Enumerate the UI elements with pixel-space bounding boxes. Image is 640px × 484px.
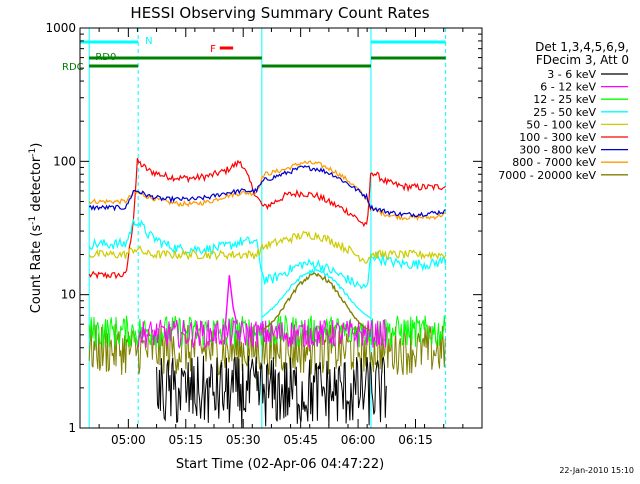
seg-label-rdc: RDC <box>62 62 84 73</box>
legend-label-8: 7000 - 20000 keV <box>498 169 596 182</box>
legend-label-2: 12 - 25 keV <box>533 93 596 106</box>
y-axis-label-sup1: -1 <box>28 216 38 225</box>
legend-label-7: 800 - 7000 keV <box>512 156 596 169</box>
seg-label-f: F <box>210 44 216 55</box>
series-line-800-7000-kev <box>88 160 446 222</box>
seg-label-rd0: RD0 <box>95 52 116 63</box>
plot-area: N F RD0 RDC <box>62 28 447 428</box>
legend-label-6: 300 - 800 keV <box>519 144 596 157</box>
series-hump-7000-20000-kev <box>261 272 372 332</box>
legend-title-2: FDecim 3, Att 0 <box>536 53 629 67</box>
series-line-25-50-kev <box>88 218 447 290</box>
x-tick-label: 05:45 <box>283 433 318 447</box>
y-tick-label: 100 <box>53 154 76 168</box>
legend-label-0: 3 - 6 keV <box>547 68 596 81</box>
y-axis-label-sup2: -1 <box>28 148 38 157</box>
plot-frame <box>79 27 483 429</box>
y-tick-label: 10 <box>61 288 76 302</box>
legend: Det 1,3,4,5,6,9, FDecim 3, Att 0 3 - 6 k… <box>498 40 629 182</box>
axes: 1 10 100 1000 05:00 05:15 05:30 05:45 06:00 06:15 <box>45 21 483 447</box>
y-axis-label: Count Rate (s-1 detector-1) <box>28 143 44 314</box>
series-line-300-800-kev <box>88 165 446 218</box>
x-tick-label: 06:15 <box>398 433 433 447</box>
y-axis-label-mid: detector <box>29 156 44 216</box>
legend-label-4: 50 - 100 keV <box>526 118 596 131</box>
series-line-50-100-kev <box>88 230 447 264</box>
x-tick-label: 05:15 <box>168 433 203 447</box>
y-axis-label-main: Count Rate (s <box>29 225 44 314</box>
chart-title: HESSI Observing Summary Count Rates <box>130 4 429 22</box>
seg-label-n: N <box>145 36 152 47</box>
x-tick-label: 06:00 <box>341 433 376 447</box>
series-line-6-12-kev <box>137 318 387 350</box>
footer-timestamp: 22-Jan-2010 15:10 <box>559 466 634 475</box>
legend-label-1: 6 - 12 keV <box>540 81 596 94</box>
legend-title-1: Det 1,3,4,5,6,9, <box>535 40 629 54</box>
legend-label-5: 100 - 300 keV <box>519 131 596 144</box>
series-hump-25-50-kev <box>261 268 372 319</box>
series-line-3-6-kev <box>156 355 387 428</box>
legend-label-3: 25 - 50 keV <box>533 106 596 119</box>
x-tick-label: 05:30 <box>226 433 261 447</box>
x-tick-label: 05:00 <box>111 433 146 447</box>
y-axis-label-end: ) <box>29 143 44 148</box>
y-tick-label: 1 <box>68 421 76 435</box>
y-tick-label: 1000 <box>45 21 76 35</box>
x-axis-label: Start Time (02-Apr-06 04:47:22) <box>176 457 384 472</box>
series-line-100-300-kev <box>88 157 446 280</box>
series-spike-6-12-kev <box>224 275 238 325</box>
